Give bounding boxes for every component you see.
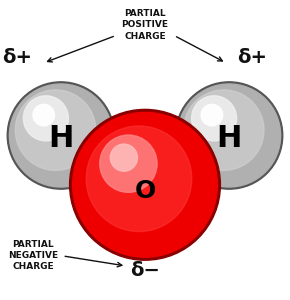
- Circle shape: [175, 82, 283, 189]
- Circle shape: [201, 104, 223, 126]
- Circle shape: [110, 144, 137, 171]
- Circle shape: [33, 104, 55, 126]
- Text: δ−: δ−: [130, 261, 160, 280]
- Text: δ+: δ+: [237, 48, 267, 67]
- Circle shape: [9, 84, 113, 187]
- Circle shape: [184, 90, 264, 170]
- Circle shape: [86, 126, 192, 232]
- Text: O: O: [134, 179, 156, 203]
- Text: PARTIAL
NEGATIVE
CHARGE: PARTIAL NEGATIVE CHARGE: [8, 240, 58, 272]
- Circle shape: [192, 96, 237, 141]
- Circle shape: [15, 90, 96, 170]
- Text: PARTIAL
POSITIVE
CHARGE: PARTIAL POSITIVE CHARGE: [122, 9, 168, 40]
- Circle shape: [70, 110, 220, 260]
- Circle shape: [72, 112, 218, 257]
- Text: H: H: [216, 124, 242, 153]
- Circle shape: [177, 84, 281, 187]
- Circle shape: [7, 82, 115, 189]
- Circle shape: [100, 135, 157, 192]
- Text: δ+: δ+: [2, 48, 32, 67]
- Text: H: H: [48, 124, 74, 153]
- Circle shape: [23, 96, 68, 141]
